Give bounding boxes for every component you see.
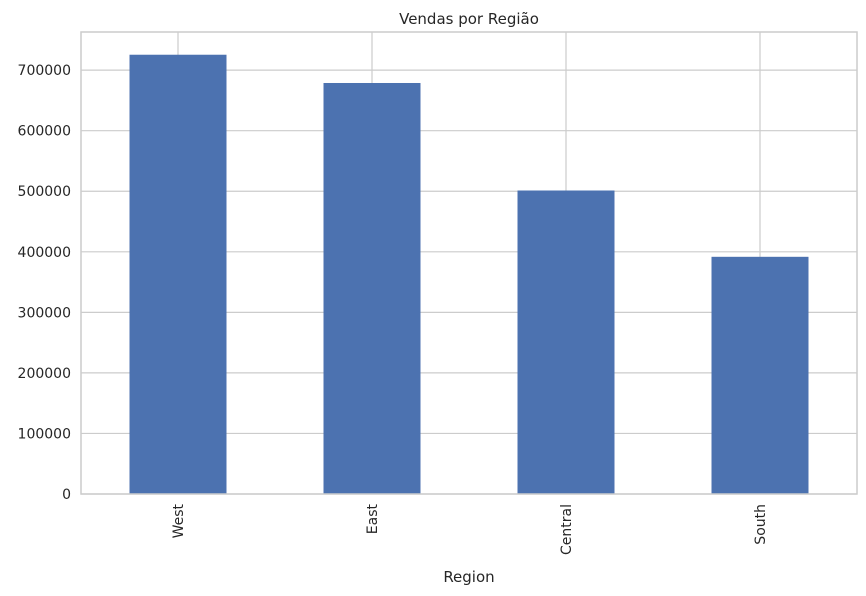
x-tick-label: West — [171, 503, 187, 538]
bar-central — [517, 190, 615, 494]
y-tick-label: 700000 — [18, 63, 71, 79]
y-tick-label: 200000 — [18, 366, 71, 382]
bar-east — [323, 82, 421, 494]
x-tick-labels: West East Central South — [171, 503, 769, 554]
x-tick-label: South — [753, 504, 769, 545]
y-tick-label: 0 — [62, 487, 71, 503]
y-tick-labels: 0 100000 200000 300000 400000 500000 600000 700… — [18, 63, 71, 503]
y-tick-label: 400000 — [18, 245, 71, 261]
y-tick-label: 100000 — [18, 426, 71, 442]
x-tick-label: East — [365, 504, 381, 535]
bar-south — [711, 256, 809, 494]
y-tick-label: 300000 — [18, 305, 71, 321]
axes-spines — [80, 31, 858, 495]
y-tick-label: 500000 — [18, 184, 71, 200]
bar-west — [129, 54, 227, 495]
bars — [129, 54, 809, 495]
x-axis-title: Region — [443, 568, 494, 586]
y-tick-label: 600000 — [18, 124, 71, 140]
plot-frame — [80, 31, 858, 495]
x-tick-label: Central — [559, 504, 575, 555]
chart-title: Vendas por Região — [399, 10, 539, 28]
